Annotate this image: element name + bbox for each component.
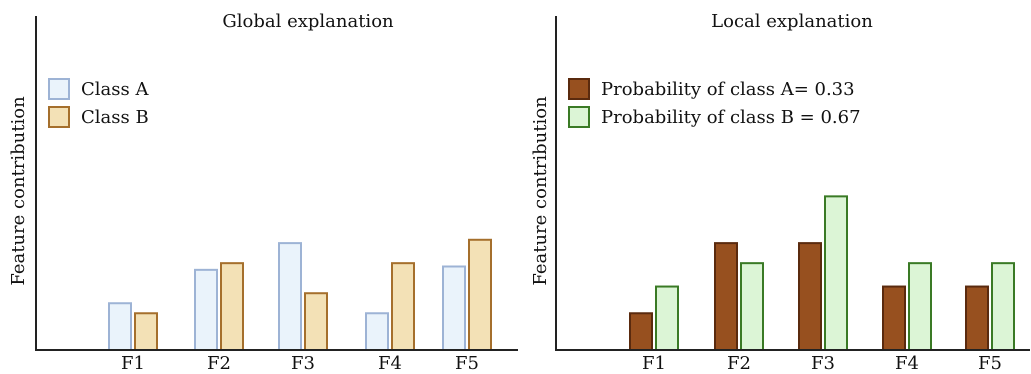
local-legend-label-b: Probability of class B = 0.67 — [601, 107, 861, 128]
global-bar-b-f3 — [304, 292, 328, 351]
local-bar-b-f5 — [991, 262, 1015, 351]
global-x-tick-f2: F2 — [207, 353, 231, 374]
local-explanation-panel: Local explanation Feature contribution F1 F… — [530, 11, 1030, 374]
global-bar-a-f3 — [278, 242, 302, 351]
local-x-tick-f3: F3 — [811, 353, 835, 374]
global-bar-a-f4 — [365, 312, 389, 352]
local-x-tick-f4: F4 — [895, 353, 919, 374]
local-legend-swatch-a — [568, 78, 590, 100]
local-bar-b-f2 — [740, 262, 764, 351]
global-y-axis-label: Feature contribution — [8, 96, 29, 286]
global-x-tick-f1: F1 — [121, 353, 145, 374]
local-legend-label-a: Probability of class A= 0.33 — [601, 79, 855, 100]
global-legend-swatch-b — [48, 106, 70, 128]
local-y-axis-label: Feature contribution — [530, 96, 551, 286]
local-bar-a-f5 — [965, 285, 989, 352]
global-x-tick-f4: F4 — [378, 353, 402, 374]
global-explanation-panel: Global explanation Feature contribution F1… — [8, 11, 518, 374]
global-bar-b-f4 — [391, 262, 415, 351]
global-x-tick-f3: F3 — [291, 353, 315, 374]
local-chart-title: Local explanation — [711, 11, 873, 32]
local-bar-b-f4 — [908, 262, 932, 351]
local-x-tick-f1: F1 — [642, 353, 666, 374]
global-legend-label-b: Class B — [81, 107, 149, 128]
global-legend-label-a: Class A — [81, 79, 149, 100]
global-legend-swatch-a — [48, 78, 70, 100]
local-bar-b-f1 — [655, 285, 679, 352]
global-bar-b-f5 — [468, 238, 492, 351]
local-bar-a-f4 — [882, 285, 906, 352]
global-bar-b-f1 — [134, 312, 158, 352]
local-legend-swatch-b — [568, 106, 590, 128]
local-bar-a-f2 — [714, 242, 738, 351]
local-x-tick-f5: F5 — [978, 353, 1002, 374]
local-bar-a-f3 — [798, 242, 822, 351]
local-bar-b-f3 — [824, 195, 848, 351]
global-x-tick-f5: F5 — [455, 353, 479, 374]
local-bar-a-f1 — [629, 312, 653, 352]
local-x-tick-f2: F2 — [727, 353, 751, 374]
global-bar-b-f2 — [220, 262, 244, 351]
global-chart-title: Global explanation — [222, 11, 394, 32]
global-bar-a-f1 — [108, 302, 132, 351]
global-bar-a-f2 — [194, 268, 218, 351]
global-bar-a-f5 — [442, 265, 466, 351]
